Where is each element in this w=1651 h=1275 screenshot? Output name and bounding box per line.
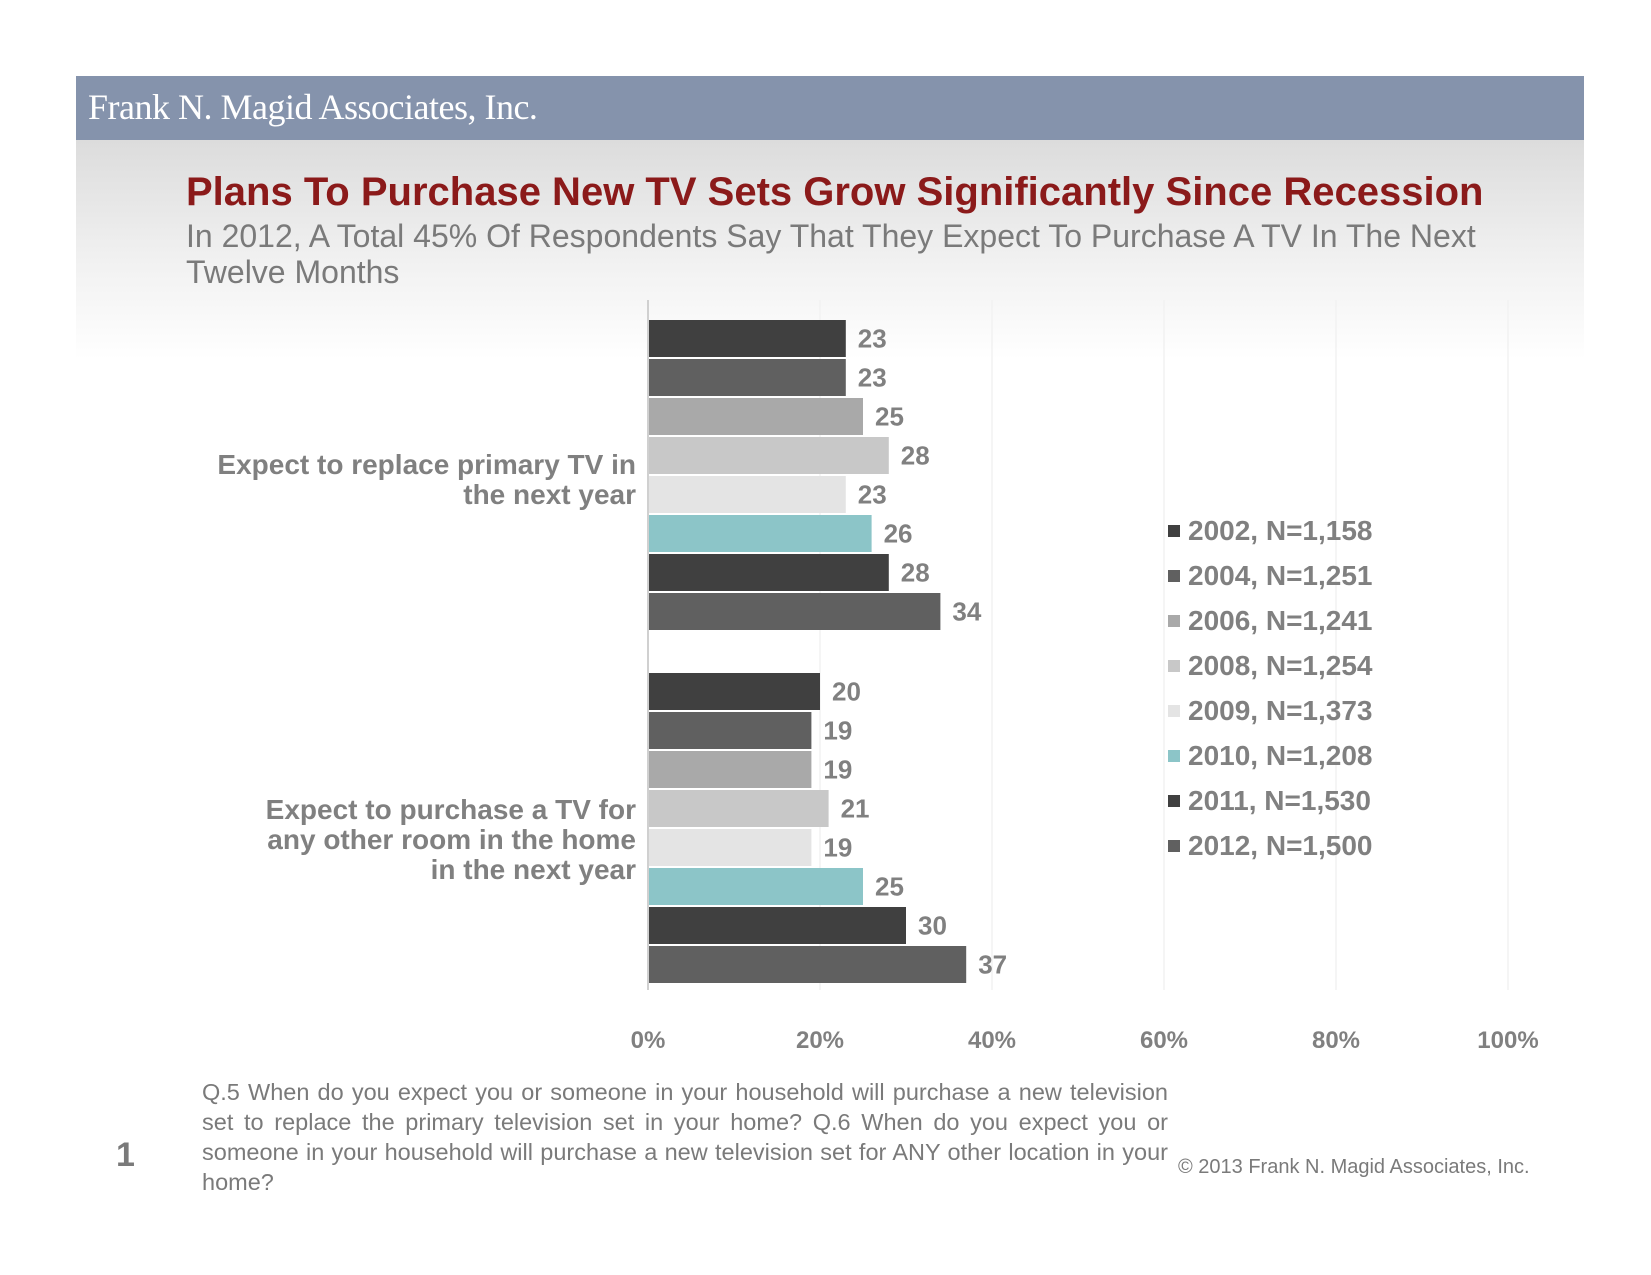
legend-label: 2012, N=1,500: [1188, 829, 1373, 861]
legend-label: 2009, N=1,373: [1188, 694, 1373, 726]
legend-label: 2011, N=1,530: [1188, 784, 1371, 816]
x-tick-label: 0%: [631, 1027, 666, 1054]
legend-item: 2006, N=1,241: [1168, 598, 1428, 643]
bar: [648, 476, 846, 513]
bar-value-label: 23: [858, 363, 887, 393]
bar: [648, 907, 906, 944]
legend-item: 2008, N=1,254: [1168, 643, 1428, 688]
bar: [648, 712, 812, 749]
legend-swatch: [1168, 839, 1180, 852]
legend-swatch: [1168, 569, 1180, 582]
slide-subtitle: In 2012, A Total 45% Of Respondents Say …: [186, 218, 1476, 290]
bar-value-label: 30: [918, 911, 947, 941]
bar: [648, 751, 812, 788]
legend-swatch: [1168, 524, 1180, 537]
bar: [648, 359, 846, 396]
footnote-questions: Q.5 When do you expect you or someone in…: [202, 1079, 1168, 1195]
bar: [648, 868, 863, 905]
category-label-other-room: Expect to purchase a TV for any other ro…: [265, 794, 636, 885]
bar: [648, 554, 889, 591]
legend-item: 2010, N=1,208: [1168, 733, 1428, 778]
bar-value-label: 28: [901, 558, 930, 588]
legend-label: 2004, N=1,251: [1188, 559, 1373, 591]
bar: [648, 320, 846, 357]
legend-swatch: [1168, 749, 1180, 762]
bar-value-label: 25: [875, 872, 904, 902]
legend-swatch: [1168, 614, 1180, 627]
bar-value-label: 26: [884, 519, 913, 549]
legend-label: 2006, N=1,241: [1188, 604, 1373, 636]
x-tick-label: 100%: [1477, 1027, 1538, 1054]
bar: [648, 515, 872, 552]
legend-swatch: [1168, 794, 1180, 807]
bar-value-label: 19: [823, 755, 852, 785]
legend-swatch: [1168, 659, 1180, 672]
slide-title: Plans To Purchase New TV Sets Grow Signi…: [186, 170, 1484, 214]
x-tick-label: 40%: [968, 1027, 1016, 1054]
legend-item: 2012, N=1,500: [1168, 823, 1428, 868]
bar-value-label: 21: [841, 794, 870, 824]
category-label-primary-tv: Expect to replace primary TV in the next…: [217, 449, 636, 510]
bar: [648, 593, 941, 630]
bar-value-label: 23: [858, 480, 887, 510]
bar-value-label: 37: [978, 950, 1007, 980]
bar-value-label: 28: [901, 441, 930, 471]
copyright-notice: © 2013 Frank N. Magid Associates, Inc.: [1178, 1156, 1530, 1178]
bar-value-label: 19: [823, 716, 852, 746]
x-tick-label: 80%: [1312, 1027, 1360, 1054]
legend-item: 2011, N=1,530: [1168, 778, 1428, 823]
x-tick-label: 60%: [1140, 1027, 1188, 1054]
header-band: Frank N. Magid Associates, Inc.: [76, 76, 1584, 140]
legend-item: 2009, N=1,373: [1168, 688, 1428, 733]
legend-label: 2008, N=1,254: [1188, 649, 1373, 681]
legend-label: 2010, N=1,208: [1188, 739, 1373, 771]
bar-value-label: 19: [823, 833, 852, 863]
bar: [648, 829, 812, 866]
bar-value-label: 23: [858, 324, 887, 354]
x-tick-label: 20%: [796, 1027, 844, 1054]
bar: [648, 437, 889, 474]
legend-label: 2002, N=1,158: [1188, 514, 1373, 546]
bar-value-label: 20: [832, 677, 861, 707]
page-number: 1: [116, 1136, 135, 1174]
bar-value-label: 34: [952, 597, 981, 627]
legend-item: 2002, N=1,158: [1168, 508, 1428, 553]
bar: [648, 946, 967, 983]
brand-logo-text: Frank N. Magid Associates, Inc.: [88, 87, 538, 127]
legend-item: 2004, N=1,251: [1168, 553, 1428, 598]
bar: [648, 673, 820, 710]
bar: [648, 398, 863, 435]
bar-value-label: 25: [875, 402, 904, 432]
bar: [648, 790, 829, 827]
legend-swatch: [1168, 704, 1180, 717]
chart-legend: 2002, N=1,158 2004, N=1,251 2006, N=1,241 2…: [1168, 508, 1428, 868]
